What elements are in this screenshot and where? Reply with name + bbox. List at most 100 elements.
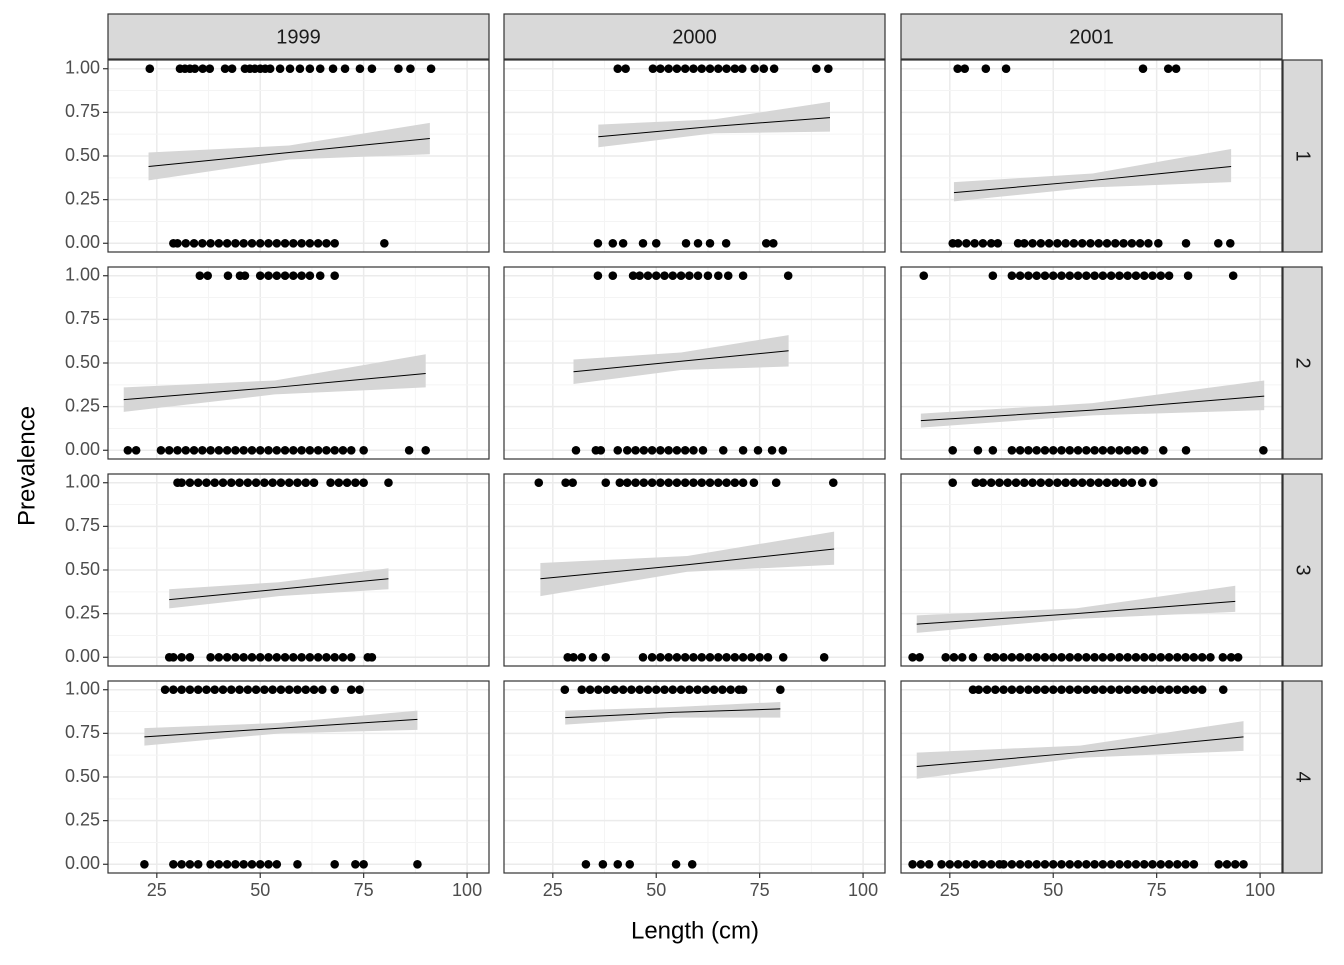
y-tick-label: 0.50 (65, 766, 100, 786)
data-point (276, 685, 286, 695)
data-point (651, 685, 661, 695)
column-strip (900, 13, 1283, 60)
data-point (1098, 445, 1108, 455)
data-point (305, 238, 315, 248)
data-point (272, 445, 282, 455)
data-point (264, 859, 273, 869)
data-point (222, 238, 232, 248)
data-point (185, 859, 195, 869)
data-point (268, 478, 277, 488)
data-point (721, 238, 731, 248)
data-point (222, 652, 232, 662)
data-point (1123, 271, 1132, 281)
data-point (1044, 478, 1054, 488)
data-point (1024, 271, 1033, 281)
data-point (949, 652, 959, 662)
data-point (330, 445, 339, 455)
data-point (618, 238, 628, 248)
data-point (1069, 238, 1079, 248)
data-point (1226, 652, 1236, 662)
data-point (747, 652, 756, 662)
data-point (1123, 652, 1132, 662)
data-point (819, 652, 829, 662)
data-point (293, 685, 302, 695)
data-point (988, 445, 998, 455)
data-point (1139, 685, 1149, 695)
data-point (755, 652, 764, 662)
data-point (988, 271, 998, 281)
data-point (962, 859, 971, 869)
data-point (738, 445, 748, 455)
data-point (999, 685, 1008, 695)
row-strip-label: 4 (1292, 771, 1314, 782)
data-point (560, 685, 570, 695)
data-point (255, 445, 265, 455)
data-point (1106, 271, 1116, 281)
data-point (1040, 652, 1050, 662)
fit-line (916, 600, 1236, 625)
data-point (313, 238, 323, 248)
data-point (713, 478, 723, 488)
data-point (945, 859, 955, 869)
data-point (1090, 271, 1099, 281)
data-point (693, 271, 703, 281)
data-point (638, 652, 648, 662)
data-point (1218, 685, 1228, 695)
data-point (1073, 652, 1083, 662)
data-point (131, 445, 141, 455)
data-point (202, 685, 211, 695)
data-point (651, 238, 661, 248)
data-point (1119, 478, 1128, 488)
data-point (948, 445, 958, 455)
panel-border (503, 680, 886, 874)
data-point (660, 685, 669, 695)
x-tick-label: 50 (1043, 880, 1063, 900)
data-point (247, 652, 257, 662)
data-point (1032, 445, 1041, 455)
data-point (1183, 271, 1193, 281)
data-point (1127, 478, 1137, 488)
data-point (1077, 478, 1087, 488)
data-point (367, 652, 377, 662)
data-point (924, 859, 934, 869)
data-point (689, 445, 698, 455)
data-point (680, 652, 690, 662)
data-point (1164, 685, 1174, 695)
data-point (1098, 859, 1108, 869)
data-point (275, 64, 285, 74)
data-point (738, 652, 748, 662)
data-point (338, 652, 348, 662)
data-point (264, 271, 273, 281)
data-point (651, 271, 661, 281)
column-strip (503, 13, 886, 60)
data-point (1015, 652, 1025, 662)
data-point (1218, 652, 1228, 662)
data-point (202, 478, 211, 488)
data-point (295, 64, 305, 74)
data-point (239, 238, 248, 248)
data-point (1148, 685, 1157, 695)
data-point (585, 685, 595, 695)
data-point (1189, 652, 1199, 662)
data-point (648, 64, 658, 74)
panel-border (900, 59, 1283, 253)
data-point (346, 652, 356, 662)
data-point (960, 64, 970, 74)
data-point (948, 478, 958, 488)
data-point (1024, 652, 1033, 662)
data-point (297, 445, 306, 455)
data-point (340, 64, 350, 74)
confidence-ribbon (169, 568, 389, 609)
data-point (749, 478, 759, 488)
confidence-ribbon (148, 122, 430, 181)
data-point (1139, 859, 1149, 869)
data-point (908, 859, 917, 869)
y-axis-title: Prevalence (13, 406, 40, 526)
data-point (1048, 652, 1058, 662)
data-point (1048, 271, 1058, 281)
data-point (173, 445, 182, 455)
data-point (272, 859, 282, 869)
data-point (301, 478, 311, 488)
data-point (1048, 685, 1058, 695)
data-point (593, 238, 603, 248)
